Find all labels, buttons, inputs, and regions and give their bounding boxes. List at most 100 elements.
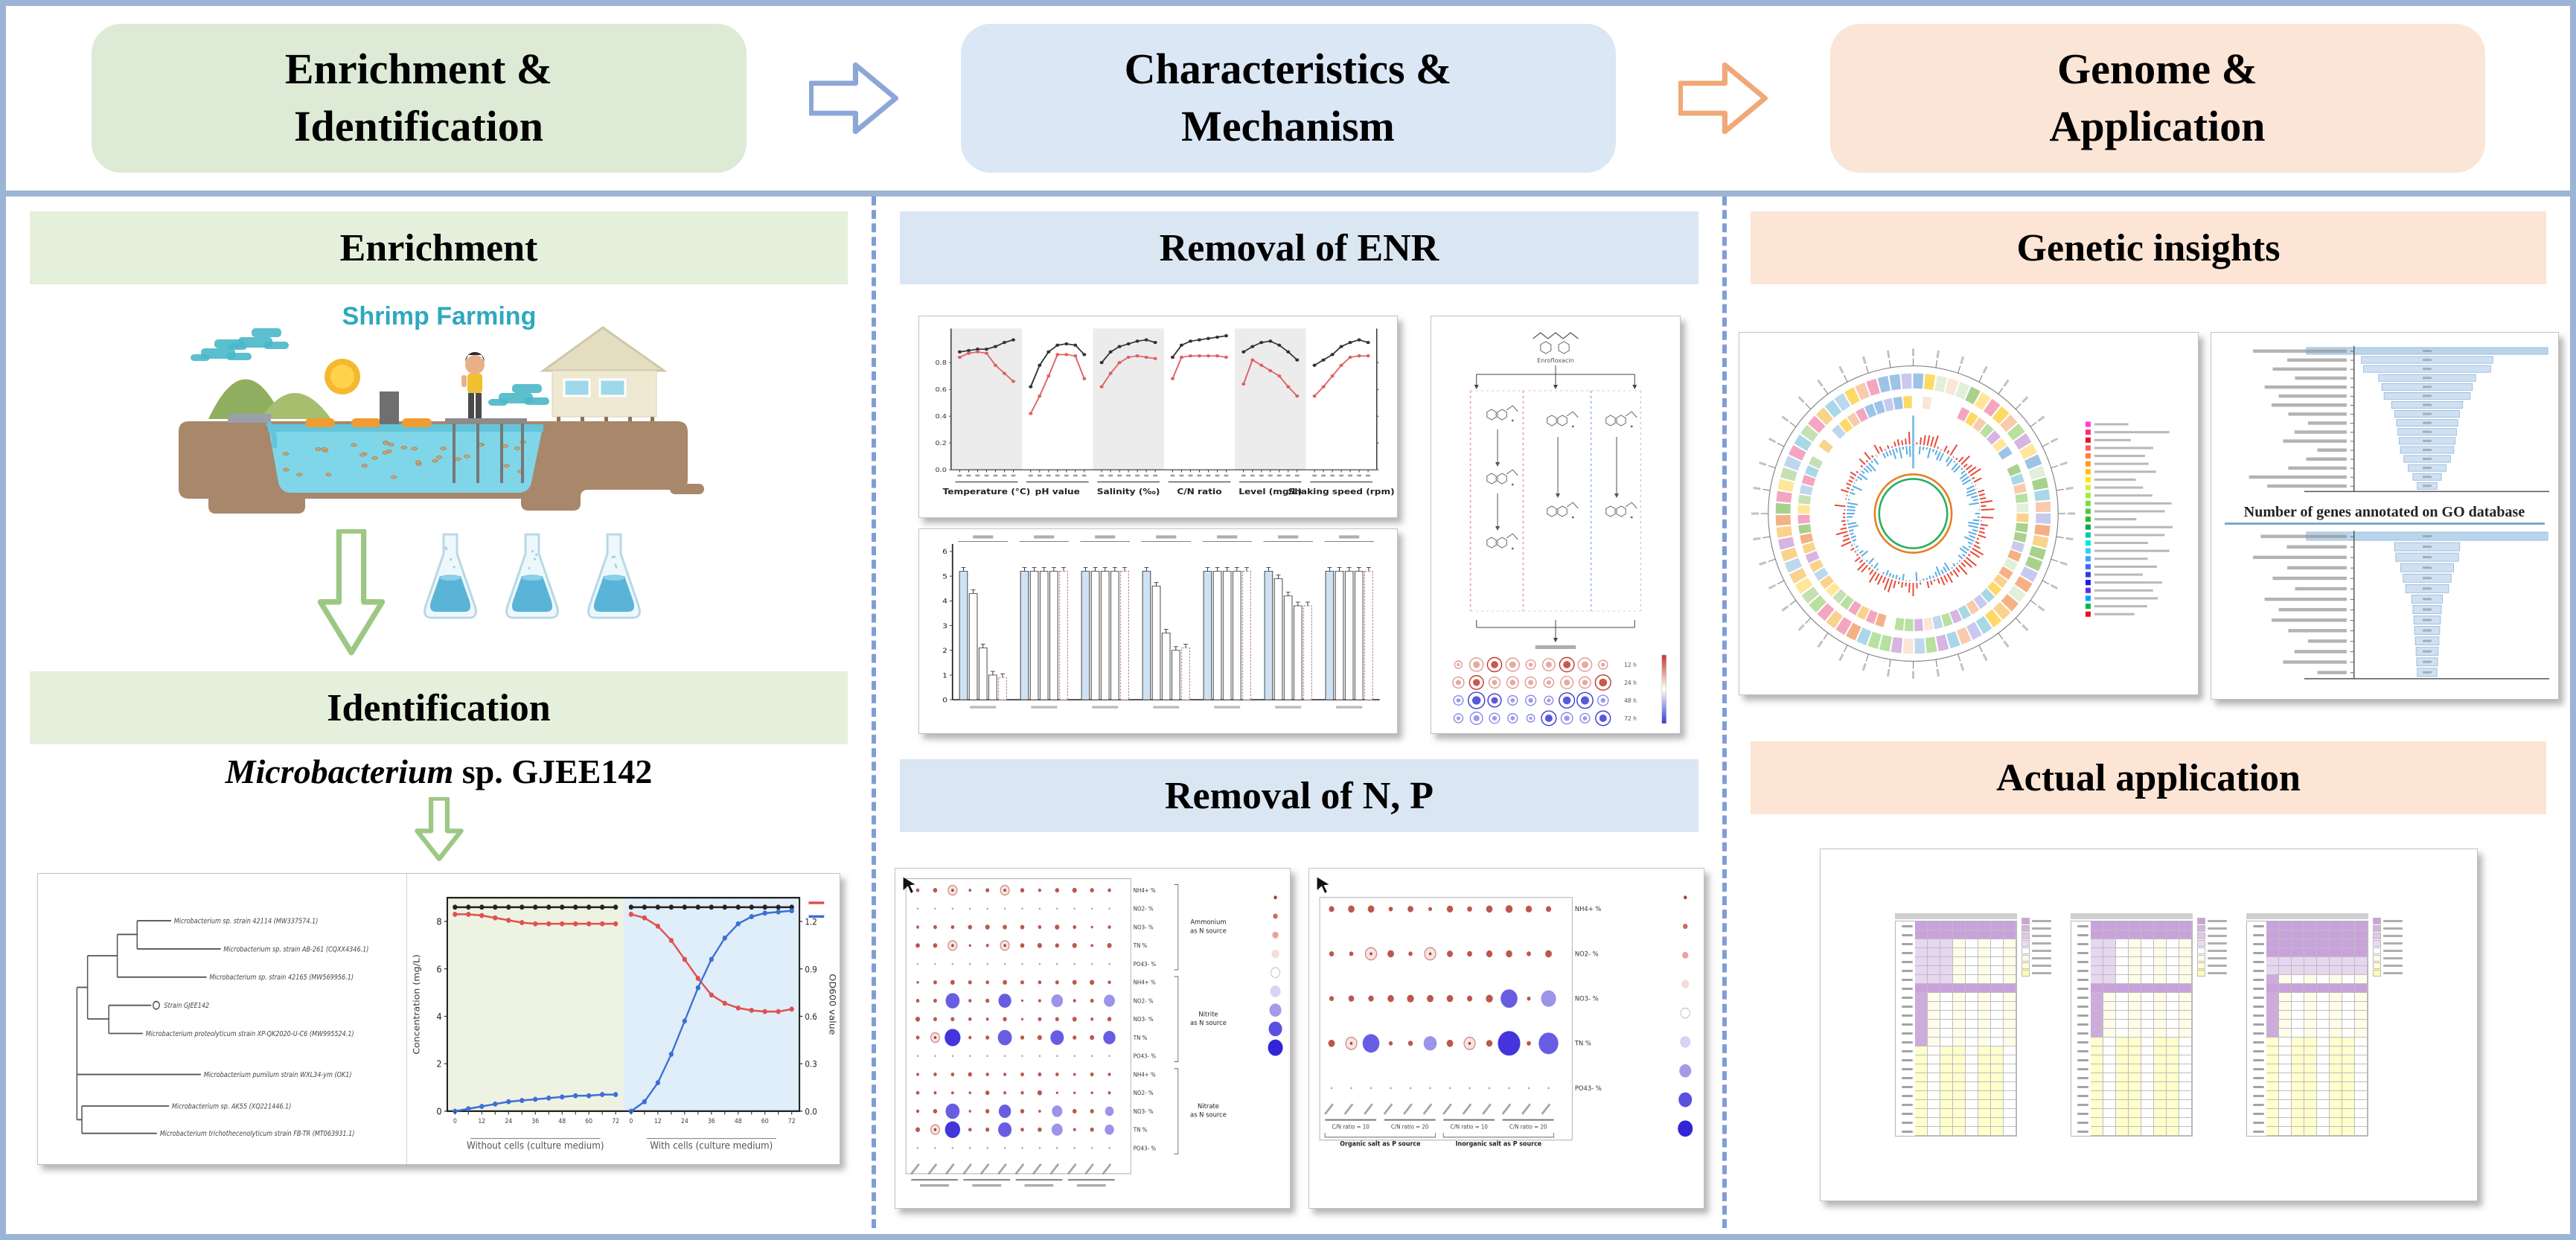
svg-text:NO3- %: NO3- % (1574, 995, 1598, 1003)
heatmap-table-3 (2246, 913, 2403, 1137)
svg-text:Concentration (mg/L): Concentration (mg/L) (412, 954, 421, 1055)
np-bubble-row: NH4+ % NO2- % NO3- % TN % PO43- % NH4+ % NO2- … (876, 868, 1722, 1209)
species-name: Microbacterium sp. GJEE142 (6, 752, 872, 791)
growth-curve-panel: 0 2 4 6 8 0.0 0.3 0.6 0.9 1.2 0 12 24 36 48 60 72 0 12 24 36… (406, 874, 840, 1164)
svg-text:C/N ratio = 10: C/N ratio = 10 (1450, 1123, 1488, 1130)
phylogenetic-tree: Microbacterium sp. strain 42114 (MW33757… (76, 918, 368, 1138)
svg-text:OD600 value: OD600 value (828, 974, 837, 1035)
svg-text:60: 60 (585, 1117, 592, 1125)
identification-arrow (6, 797, 872, 861)
svg-text:as N source: as N source (1190, 927, 1227, 935)
degradation-pathway-diagram: Enrofloxacin 12 h 24 h 48 h 72 h (1451, 332, 1666, 726)
svg-text:PO43- %: PO43- % (1133, 1145, 1155, 1151)
svg-text:TN %: TN % (1132, 1035, 1146, 1041)
svg-text:0.4: 0.4 (935, 414, 947, 421)
svg-text:Microbacterium pumilum strain: Microbacterium pumilum strain WXL34-ym (… (204, 1071, 352, 1079)
svg-text:0.6: 0.6 (805, 1012, 817, 1023)
svg-text:12: 12 (478, 1117, 485, 1125)
enr-conditions-chart: 0.0 0.2 0.4 0.6 0.8 Temperature (°C) pH value S… (935, 328, 1394, 496)
svg-text:36: 36 (708, 1117, 715, 1125)
svg-text:Microbacterium sp. strain 4211: Microbacterium sp. strain 42114 (MW33757… (174, 918, 319, 926)
svg-text:60: 60 (761, 1117, 769, 1125)
svg-text:0.8: 0.8 (935, 360, 947, 367)
svg-text:48 h: 48 h (1624, 697, 1637, 704)
go-chart-title: Number of genes annotated on GO database (2243, 504, 2525, 520)
arrow-right-blue-icon (808, 62, 898, 135)
svg-text:12 h: 12 h (1624, 662, 1637, 668)
shrimp-farm-scene: Shrimp Farming (178, 302, 704, 514)
genome-map-panel (1738, 332, 2199, 695)
svg-text:C/N ratio: C/N ratio (1177, 488, 1222, 496)
svg-text:NO2- %: NO2- % (1133, 997, 1153, 1004)
svg-text:Microbacterium sp. strain 4216: Microbacterium sp. strain 42165 (MW56995… (209, 974, 354, 982)
banner-step-enrichment-identification: Enrichment & Identification (91, 24, 747, 173)
svg-text:0.0: 0.0 (935, 467, 947, 474)
step-label-line2: Mechanism (1181, 102, 1395, 150)
enrichment-arrow-flasks (95, 528, 872, 656)
svg-text:6: 6 (436, 964, 441, 975)
section-header-identification: Identification (30, 671, 848, 744)
svg-text:as N source: as N source (1190, 1020, 1227, 1027)
svg-text:0: 0 (453, 1117, 457, 1125)
heatmap-table-2 (2070, 913, 2227, 1137)
svg-text:PO43- %: PO43- % (1574, 1085, 1601, 1093)
enr-figures-row: 0.0 0.2 0.4 0.6 0.8 Temperature (°C) pH value S… (876, 316, 1722, 734)
svg-text:12: 12 (654, 1117, 662, 1125)
circular-genome-map (1751, 348, 2173, 679)
enr-bars-panel: 0 1 2 3 4 5 6 (918, 528, 1398, 734)
svg-text:Without cells (culture medium): Without cells (culture medium) (467, 1140, 604, 1151)
workflow-banner: Enrichment & Identification Characterist… (6, 6, 2570, 196)
svg-text:0: 0 (942, 697, 947, 704)
svg-text:3: 3 (942, 623, 947, 630)
svg-text:8: 8 (436, 916, 441, 927)
svg-text:48: 48 (558, 1117, 566, 1125)
svg-text:Organic salt as P source: Organic salt as P source (1340, 1140, 1421, 1147)
enr-pathway-panel: Enrofloxacin 12 h 24 h 48 h 72 h (1430, 316, 1681, 734)
erlenmeyer-flasks-icon (423, 533, 641, 619)
svg-text:0.2: 0.2 (935, 441, 946, 447)
svg-text:TN %: TN % (1132, 1126, 1146, 1133)
step-label-line1: Enrichment & (284, 45, 553, 94)
section-header-genetic-insights: Genetic insights (1751, 211, 2546, 284)
svg-text:NO3- %: NO3- % (1133, 1108, 1153, 1115)
svg-text:pH value: pH value (1035, 488, 1080, 496)
svg-text:Salinity (‰): Salinity (‰) (1096, 488, 1160, 496)
svg-text:48: 48 (735, 1117, 742, 1125)
heatmap-table-1 (1894, 913, 2051, 1137)
step-label-line2: Identification (293, 102, 544, 150)
svg-text:4: 4 (436, 1011, 441, 1022)
genome-figures-row: Number of genes annotated on GO database (1727, 332, 2570, 700)
svg-text:36: 36 (531, 1117, 539, 1125)
section-header-enrichment: Enrichment (30, 211, 848, 284)
go-annotation-panel: Number of genes annotated on GO database (2210, 332, 2559, 700)
svg-text:Shrimp Farming: Shrimp Farming (342, 302, 536, 330)
svg-text:NH4+ %: NH4+ % (1133, 979, 1155, 985)
content-columns: Enrichment Shrimp Farming Identification… (6, 196, 2570, 1228)
svg-text:With cells (culture medium): With cells (culture medium) (650, 1140, 773, 1151)
svg-text:Shaking speed (rpm): Shaking speed (rpm) (1288, 488, 1394, 496)
svg-text:0: 0 (436, 1106, 441, 1117)
svg-text:NO2- %: NO2- % (1133, 905, 1153, 912)
svg-text:Nitrite: Nitrite (1198, 1011, 1218, 1018)
svg-text:0: 0 (629, 1117, 633, 1125)
shrimp-farming-illustration: Shrimp Farming (6, 296, 872, 525)
svg-text:24 h: 24 h (1624, 680, 1637, 686)
svg-text:C/N ratio = 20: C/N ratio = 20 (1390, 1123, 1428, 1130)
species-genus: Microbacterium (225, 752, 454, 790)
svg-text:as N source: as N source (1190, 1111, 1227, 1119)
svg-text:C/N ratio = 10: C/N ratio = 10 (1332, 1123, 1370, 1130)
go-title-rule (2224, 522, 2545, 525)
svg-text:Microbacterium proteolyticum s: Microbacterium proteolyticum strain XP-Q… (146, 1030, 354, 1038)
svg-text:Microbacterium sp. AK55 (XQ221: Microbacterium sp. AK55 (XQ221446.1) (172, 1103, 291, 1111)
step-label-line1: Characteristics & (1124, 45, 1452, 94)
svg-text:PO43- %: PO43- % (1133, 961, 1155, 968)
svg-text:72: 72 (788, 1117, 796, 1125)
section-header-removal-enr: Removal of ENR (900, 211, 1698, 284)
np-bubble-panel-b: NH4+ % NO2- % NO3- % TN % PO43- % C/N ratio =… (1308, 868, 1704, 1209)
section-header-removal-np: Removal of N, P (900, 759, 1698, 832)
application-heatmap-panel (1819, 848, 2478, 1201)
column-enrichment-identification: Enrichment Shrimp Farming Identification… (6, 196, 872, 1228)
step-label-line1: Genome & (2057, 45, 2257, 94)
